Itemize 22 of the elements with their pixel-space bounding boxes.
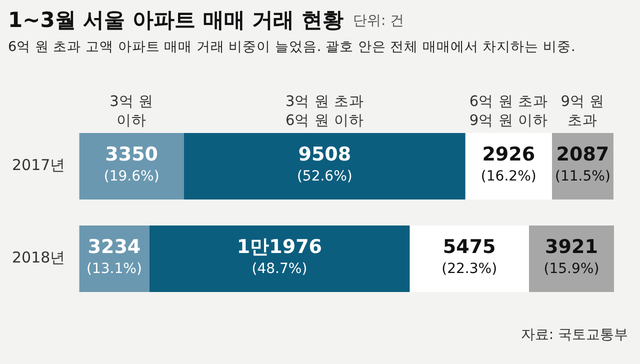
text: 단위: 건 [353,12,404,30]
data-label: 3921 (15.9%) [544,236,600,277]
bar [149,225,410,292]
data-label: 1만1976 (48.7%) [236,236,322,277]
data-label: 2087 (11.5%) [555,144,610,184]
series-label: 9억 원 초과 [560,94,605,129]
data-label: 3350 (19.6%) [104,144,160,184]
y-tick-label: 2017년 [12,156,66,174]
bar [79,132,184,200]
series-label: 6억 원 초과 9억 원 이하 [469,94,548,129]
chart-subtitle: 6억 원 초과 고액 아파트 매매 거래 비중이 늘었음. 괄호 안은 전체 매매에서 차지하는 비중. [8,38,576,56]
bar [184,132,466,200]
y-tick-label: 2018년 [12,248,66,267]
series-label: 3억 원 초과 6억 원 이하 [285,94,364,129]
chart-title: 1~3월 서울 아파트 매매 거래 현황 [8,7,344,34]
data-label: 2926 (16.2%) [480,144,536,184]
data-label: 5475 (22.3%) [442,236,498,277]
data-label: 9508 (52.6%) [296,144,352,184]
series-label: 3억 원 이하 [110,94,154,129]
text: 자료: 국토교통부 [520,326,628,344]
bar [410,225,529,292]
data-label: 3234 (13.1%) [86,236,142,277]
